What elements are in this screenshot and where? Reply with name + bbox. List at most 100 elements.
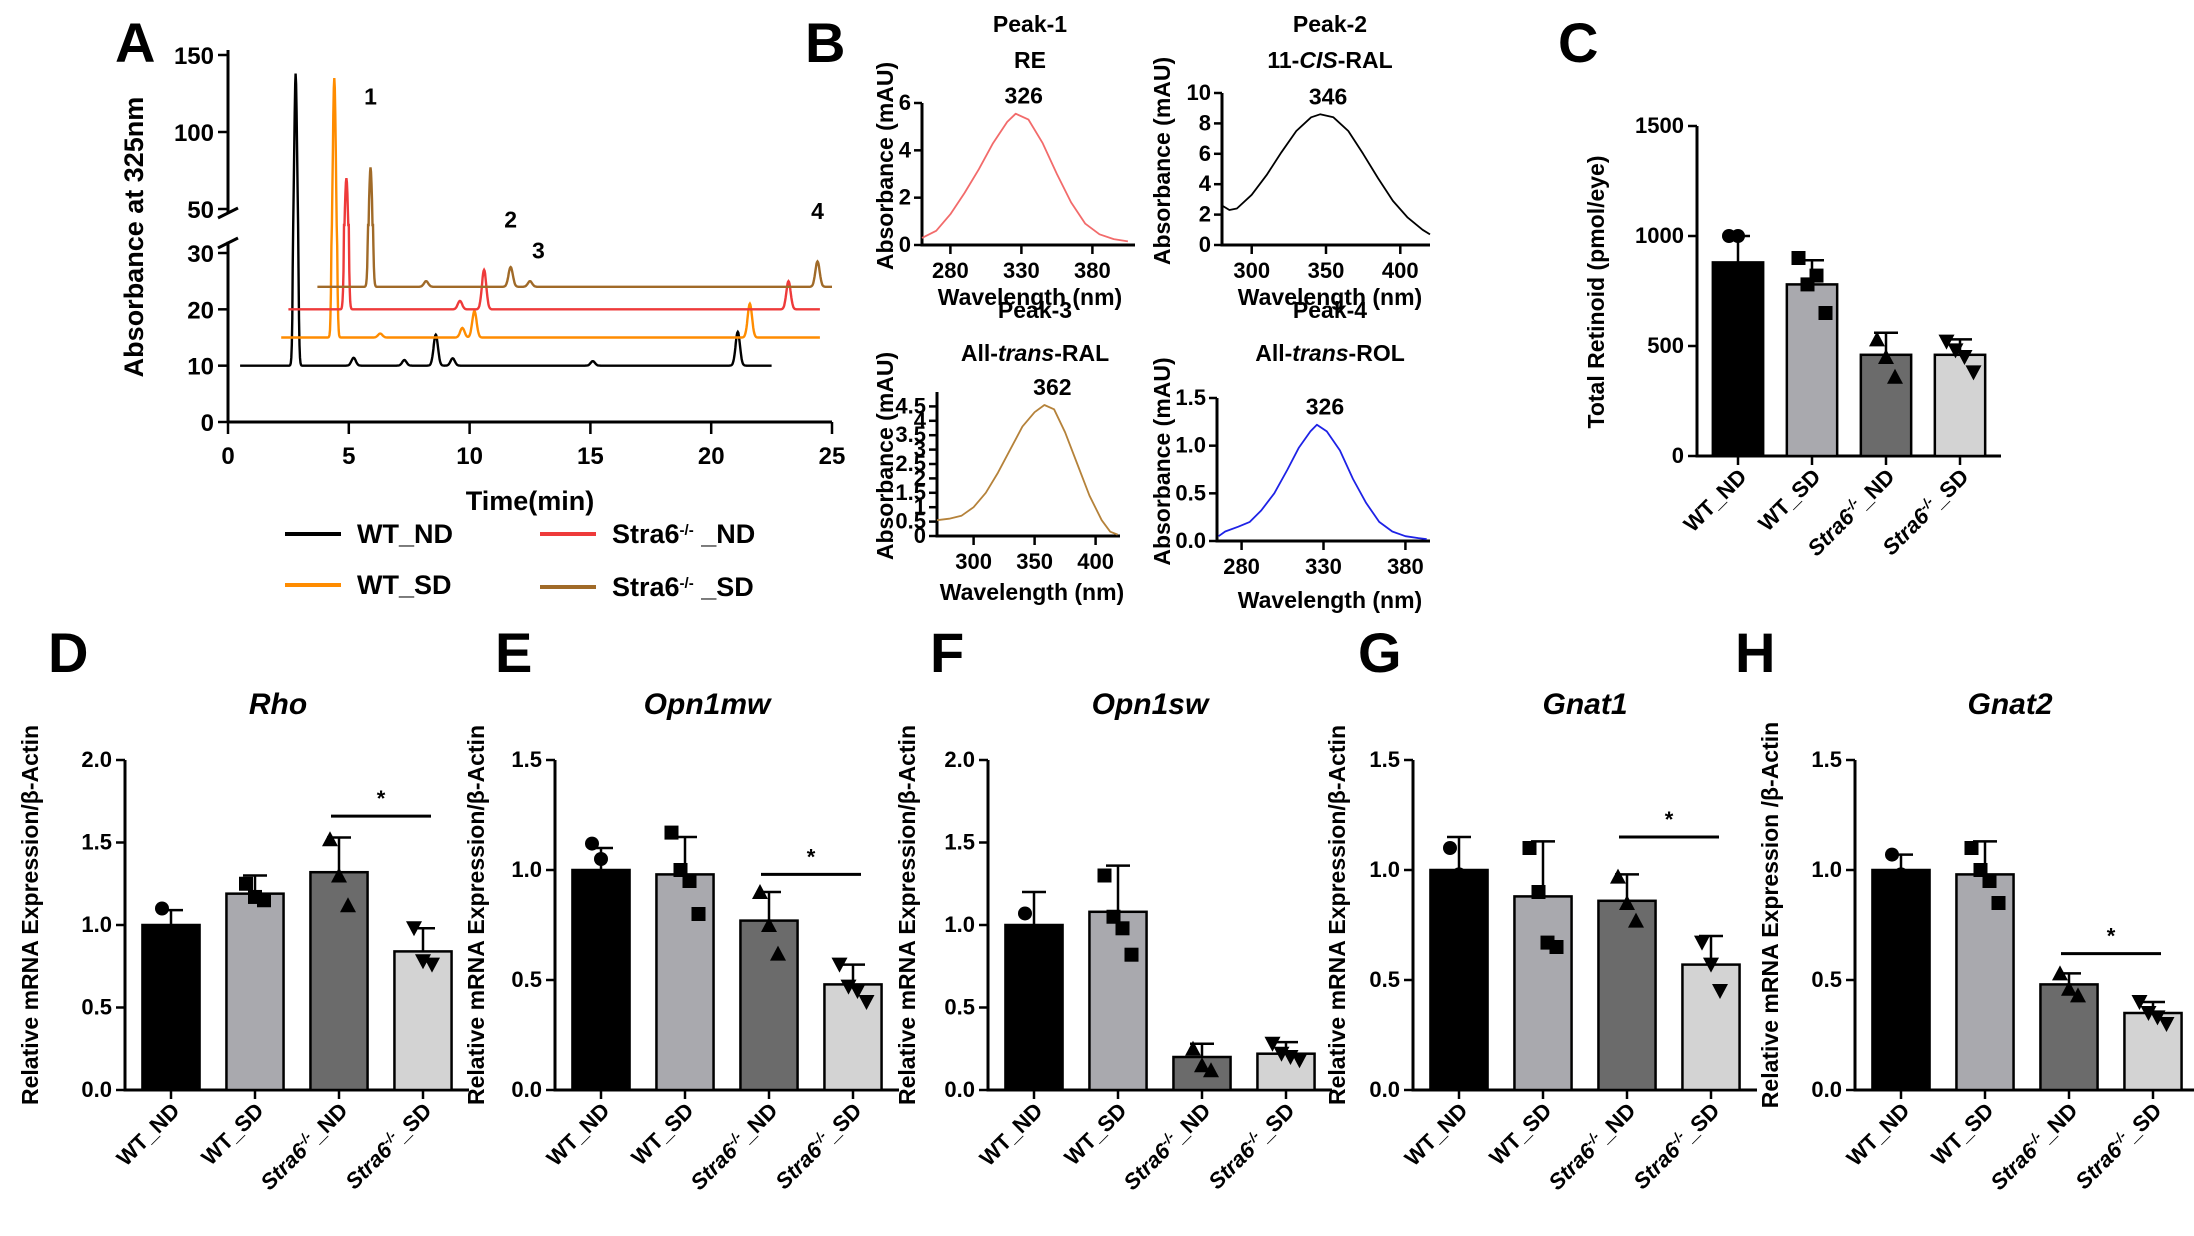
y-axis-title: Relative mRNA Expression /β-Actin [1757, 722, 1783, 1108]
data-point [1712, 984, 1728, 999]
bar [823, 983, 883, 1092]
category-label: WT_ND [1400, 1098, 1473, 1171]
data-point [2052, 965, 2068, 981]
y-tick-label: 1.0 [1175, 433, 1206, 458]
data-point [752, 884, 768, 899]
category-label: Stra6-/-_ND [685, 1097, 783, 1195]
data-point [1443, 841, 1457, 855]
data-point [1947, 343, 1964, 359]
legend-label: WT_ND [357, 519, 453, 549]
x-axis-title: Wavelength (nm) [938, 284, 1122, 310]
panel-label-c: C [1558, 11, 1598, 74]
spectrum-curve [1218, 423, 1427, 540]
bar [2039, 983, 2099, 1092]
y-tick-label: 10 [187, 354, 214, 381]
y-tick-label: 50 [187, 197, 214, 224]
data-point [1124, 947, 1139, 962]
data-point [1549, 940, 1564, 954]
x-axis-title: Time(min) [466, 486, 595, 516]
y-axis-title: Absorbance (mAU) [1149, 57, 1175, 265]
y-tick-label: 1.5 [895, 480, 926, 505]
gnat2-expression-panel: 0.0 0.5 1.0 1.5 WT_ND WT_SDStra6-/-_NDStra6-/… [1757, 688, 2194, 1195]
data-point [664, 825, 679, 840]
y-tick-label: 0 [201, 410, 214, 437]
y-tick-label: 0.5 [1369, 967, 1400, 992]
category-label: Stra6-/-_ND [1985, 1097, 2083, 1195]
data-point [1106, 909, 1121, 924]
x-tick-label: 280 [1223, 554, 1260, 579]
data-point [831, 957, 848, 973]
bar [1871, 868, 1931, 1092]
y-tick-label: 1.0 [1369, 857, 1400, 882]
data-point [1740, 295, 1754, 309]
data-point [1097, 868, 1112, 883]
data-point [1531, 885, 1546, 899]
data-point [1628, 912, 1644, 928]
legend-label: WT_SD [357, 570, 452, 600]
y-tick-label: 2 [1199, 202, 1211, 227]
bar [655, 873, 715, 1092]
gene-title: Opn1mw [644, 688, 772, 721]
data-point [406, 921, 422, 937]
panel-label-d: D [48, 621, 88, 684]
y-tick-label: 2.0 [944, 747, 975, 772]
x-tick-label: 380 [1074, 258, 1111, 283]
y-tick-label: 2.5 [895, 451, 926, 476]
opn1sw-expression-panel: 0.0 0.5 1.0 1.5 2.0 WT_ND WT_SDStra6-/-_NDStra… [894, 688, 1332, 1195]
category-label: Stra6-/-_SD [770, 1097, 867, 1194]
data-point [1610, 868, 1626, 884]
x-tick-label: 400 [1077, 549, 1114, 574]
y-axis-title: Absorbance (mAU) [1149, 357, 1175, 565]
y-tick-label: 3.5 [895, 422, 926, 447]
y-axis-title: Relative mRNA Expression/β-Actin [463, 725, 489, 1105]
category-label: Stra6-/-_ND [255, 1097, 353, 1195]
y-tick-label: 1500 [1635, 113, 1684, 138]
panel-label-a: A [115, 11, 155, 74]
peak-number-label: 1 [364, 83, 377, 109]
panel-label-e: E [495, 621, 532, 684]
data-point [840, 979, 857, 995]
data-point [761, 917, 777, 932]
data-point [322, 831, 338, 847]
x-tick-label: 350 [1016, 549, 1053, 574]
y-axis-title: Relative mRNA Expression/β-Actin [894, 725, 920, 1105]
chromatogram-trace [240, 73, 772, 367]
data-point [594, 852, 608, 866]
y-tick-label: 1.5 [1811, 747, 1842, 772]
data-point [1194, 1057, 1210, 1073]
data-point [1878, 349, 1894, 364]
spectrum-axes [920, 103, 1135, 247]
data-point [1809, 268, 1824, 283]
spectrum-title: Peak-1 [993, 11, 1067, 37]
chromatogram-trace [288, 178, 820, 311]
data-point [340, 897, 356, 913]
x-tick-label: 330 [1003, 258, 1040, 283]
bar [309, 870, 369, 1092]
y-axis-title: Absorbance (mAU) [872, 352, 898, 560]
bar [141, 923, 201, 1092]
y-tick-label: 0 [1672, 443, 1684, 468]
category-label: Stra6-/-_ND [1118, 1097, 1216, 1195]
data-point [1965, 365, 1982, 381]
x-tick-label: 15 [577, 443, 604, 470]
y-tick-label: 100 [174, 120, 214, 147]
data-point [1522, 841, 1537, 855]
spectrum-title: Peak-3 [998, 297, 1072, 323]
gene-title: Opn1sw [1092, 688, 1210, 721]
y-tick-label: 4 [914, 408, 927, 433]
y-tick-label: 20 [187, 297, 214, 324]
data-point [1264, 1036, 1281, 1052]
data-point [1461, 874, 1475, 888]
data-point [1036, 934, 1050, 949]
y-axis-title: Relative mRNA Expression/β-Actin [1324, 725, 1350, 1105]
peak-wavelength-label: 362 [1033, 374, 1071, 400]
rho-expression-panel: 0.0 0.5 1.0 1.5 2.0 WT_ND WT_SDStra6-/-_NDStra… [17, 688, 469, 1195]
x-axis-title: Wavelength (nm) [1238, 587, 1422, 613]
gene-title: Gnat1 [1542, 688, 1627, 721]
data-point [1115, 921, 1130, 936]
y-tick-label: 150 [174, 43, 214, 70]
data-point [1731, 229, 1745, 243]
y-tick-label: 0.0 [1175, 528, 1206, 553]
